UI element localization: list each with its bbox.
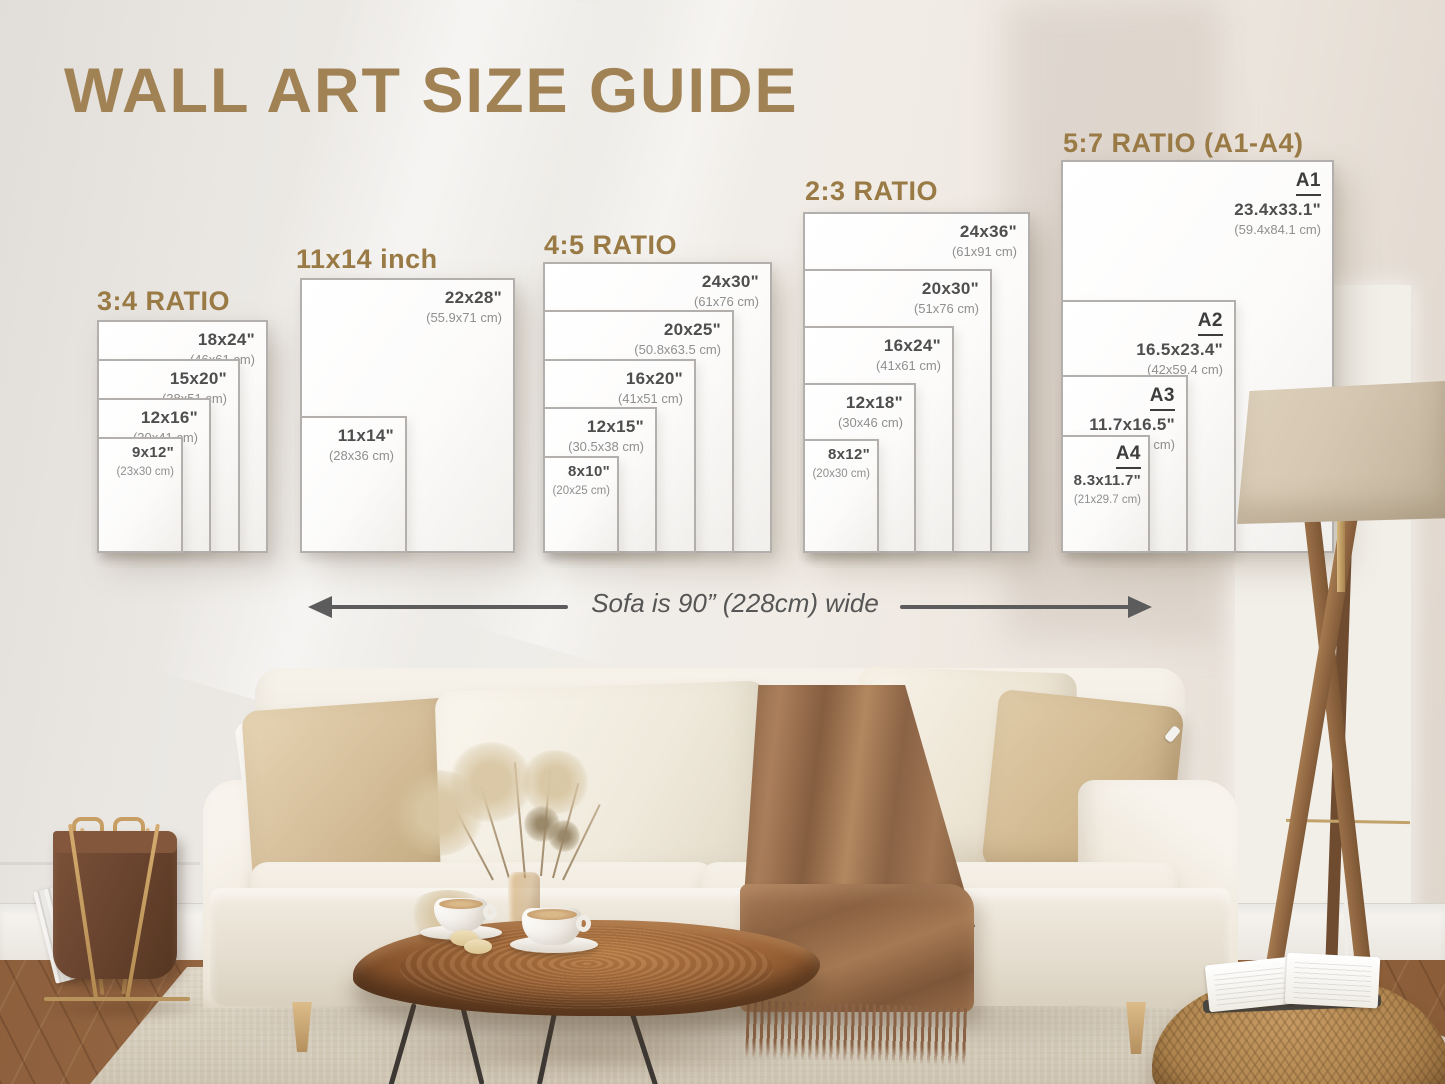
size-label-cm: (21x29.7 cm): [1073, 493, 1141, 506]
size-stack: 22x28" (55.9x71 cm) 11x14" (28x36 cm): [300, 278, 515, 553]
size-label-inches: 16x24": [883, 336, 941, 355]
page-title: WALL ART SIZE GUIDE: [64, 56, 799, 126]
arrow-line-right: [900, 605, 1132, 609]
book-text-lines: [1213, 963, 1287, 1006]
group-heading: 3:4 RATIO: [97, 286, 231, 316]
size-label-inches: 20x25": [663, 320, 721, 339]
book-text-lines: [1293, 959, 1372, 1002]
coffee-table-slab: [353, 920, 820, 1016]
size-label-cm: (20x25 cm): [552, 484, 610, 497]
size-label-inches: 11.7x16.5": [1089, 414, 1175, 434]
rack-base-rail: [44, 997, 190, 1001]
arrow-line-left: [326, 605, 568, 609]
size-label-name: A2: [1197, 309, 1223, 336]
rack-handle: [113, 817, 145, 834]
cup-handle: [483, 904, 497, 920]
size-label-cm: (61x76 cm): [693, 294, 759, 310]
size-label-inches: 23.4x33.1": [1234, 199, 1321, 219]
sofa-leg: [292, 1002, 312, 1052]
size-label-inches: 12x16": [140, 408, 198, 427]
gypsophila-puff: [448, 742, 534, 822]
sofa-leg: [1126, 1002, 1146, 1054]
arrow-right-head-icon: [1128, 596, 1152, 618]
size-label-inches: 20x30": [921, 279, 979, 298]
gypsophila-puff: [520, 750, 590, 814]
group-heading: 4:5 RATIO: [544, 230, 678, 260]
size-label-inches: 8x12": [828, 446, 870, 463]
size-label-inches: 24x30": [701, 272, 759, 291]
group-heading: 5:7 RATIO (A1-A4): [1063, 128, 1304, 158]
group-heading: 11x14 inch: [296, 244, 438, 274]
coffee-surface: [527, 909, 577, 920]
size-label-inches: 24x36": [959, 222, 1017, 241]
size-label-cm: (50.8x63.5 cm): [634, 342, 721, 358]
size-label-name: A4: [1115, 442, 1141, 469]
open-book-page: [1204, 956, 1296, 1013]
macaron: [464, 939, 492, 954]
size-label-cm: (30.5x38 cm): [568, 439, 644, 455]
size-label-cm: (51x76 cm): [913, 301, 979, 317]
size-label-cm: (42x59.4 cm): [1147, 362, 1223, 377]
size-label-cm: (59.4x84.1 cm): [1234, 222, 1321, 237]
size-stack: 18x24"(46x61 cm) 15x20"(38x51 cm) 12x16"…: [97, 320, 268, 553]
size-label-inches: 16.5x23.4": [1136, 339, 1223, 359]
table-shadow: [360, 1030, 810, 1076]
size-label-cm: (55.9x71 cm): [426, 310, 502, 326]
size-label-inches: 11x14": [337, 426, 394, 445]
size-label-cm: (41x61 cm): [875, 358, 941, 374]
size-label-cm: (23x30 cm): [116, 465, 174, 478]
size-rect: 8x12" (20x30 cm): [803, 439, 879, 553]
size-rect: 22x28" (55.9x71 cm): [300, 278, 515, 553]
dandelion-head: [548, 820, 580, 852]
size-label-cm: (20x30 cm): [812, 467, 870, 480]
size-rect: 8x10" (20x25 cm): [543, 456, 619, 553]
lampshade: [1237, 381, 1445, 524]
size-label-inches: 8.3x11.7": [1073, 471, 1141, 489]
size-label-inches: 9x12": [132, 444, 174, 461]
size-stack: 24x36" (61x91 cm) 20x30" (51x76 cm) 16x24"…: [803, 212, 1030, 553]
size-label-cm: (41x51 cm): [617, 391, 683, 407]
size-rect: 9x12" (23x30 cm): [97, 437, 183, 553]
size-stack: 24x30" (61x76 cm) 20x25" (50.8x63.5 cm) 16…: [543, 262, 772, 553]
size-label-inches: 12x15": [586, 417, 644, 436]
size-label-inches: 18x24": [197, 330, 255, 349]
size-label-inches: 8x10": [568, 463, 610, 480]
size-label-cm: (61x91 cm): [951, 244, 1017, 260]
rack-handle: [72, 817, 104, 834]
cup-handle: [576, 915, 591, 932]
size-label-cm: (28x36 cm): [328, 448, 394, 464]
size-rect: 11x14" (28x36 cm): [300, 416, 407, 553]
size-label-name: A3: [1149, 384, 1175, 411]
sofa-width-label: Sofa is 90” (228cm) wide: [591, 588, 879, 618]
size-label-name: A1: [1295, 169, 1321, 196]
size-label-inches: 15x20": [169, 369, 227, 388]
size-label-cm: (30x46 cm): [837, 415, 903, 431]
open-book-page: [1284, 952, 1381, 1009]
lamp-stem: [1337, 496, 1345, 592]
size-label-inches: 22x28": [444, 288, 502, 307]
size-label-inches: 16x20": [625, 369, 683, 388]
size-rect: A4 8.3x11.7" (21x29.7 cm): [1061, 435, 1150, 553]
coffee-surface: [439, 899, 483, 909]
size-label-inches: 12x18": [845, 393, 903, 412]
group-heading: 2:3 RATIO: [805, 176, 939, 206]
arrow-left-head-icon: [308, 596, 332, 618]
magazine-rack-fold: [53, 831, 177, 853]
